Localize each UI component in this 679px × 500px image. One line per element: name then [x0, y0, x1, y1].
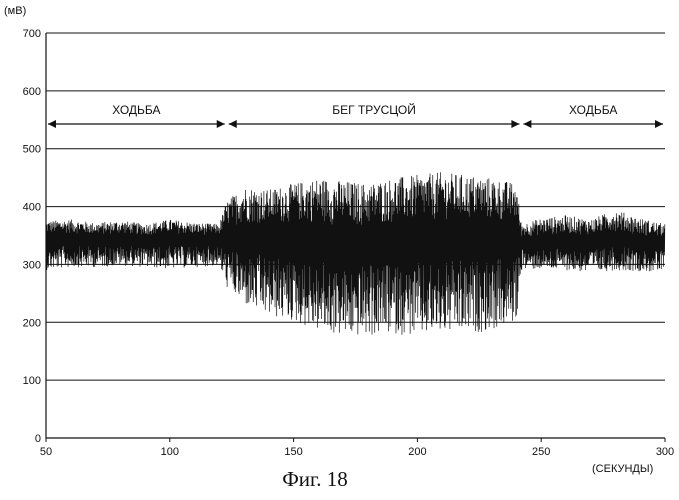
y-tick-label-700: 700	[23, 28, 41, 40]
arrowhead-right-icon	[655, 120, 663, 128]
x-axis-tick-labels: 50 100 150 200 250 300	[40, 446, 674, 458]
y-tick-label-300: 300	[23, 259, 41, 271]
y-tick-label-600: 600	[23, 86, 41, 98]
signal-line	[46, 172, 665, 334]
activity-phases: ХОДЬБА БЕГ ТРУСЦОЙ ХОДЬБА	[48, 102, 663, 128]
grid-lines	[46, 33, 665, 380]
y-tick-label-0: 0	[35, 433, 41, 445]
y-axis-tick-labels: 0 100 200 300 400 500 600 700	[23, 28, 41, 445]
phase-label: ХОДЬБА	[112, 103, 160, 117]
y-tick-label-400: 400	[23, 202, 41, 214]
phase-3: ХОДЬБА	[523, 103, 663, 128]
x-tick-label-200: 200	[408, 446, 426, 458]
arrowhead-right-icon	[511, 120, 519, 128]
arrowhead-left-icon	[229, 120, 237, 128]
y-tick-label-500: 500	[23, 144, 41, 156]
y-tick-label-200: 200	[23, 317, 41, 329]
x-tick-label-300: 300	[656, 446, 674, 458]
x-tick-label-150: 150	[284, 446, 302, 458]
x-tick-label-100: 100	[161, 446, 179, 458]
y-tick-label-100: 100	[23, 375, 41, 387]
signal-trace	[46, 172, 665, 334]
arrowhead-left-icon	[523, 120, 531, 128]
x-tick-label-50: 50	[40, 446, 52, 458]
x-tick-label-250: 250	[532, 446, 550, 458]
phase-label: ХОДЬБА	[569, 103, 617, 117]
phase-2: БЕГ ТРУСЦОЙ	[229, 102, 520, 128]
phase-1: ХОДЬБА	[48, 103, 225, 128]
arrowhead-left-icon	[48, 120, 56, 128]
arrowhead-right-icon	[217, 120, 225, 128]
y-axis-unit-label: (мВ)	[4, 5, 26, 17]
phase-label: БЕГ ТРУСЦОЙ	[332, 102, 416, 117]
figure-caption: Фиг. 18	[0, 467, 630, 492]
